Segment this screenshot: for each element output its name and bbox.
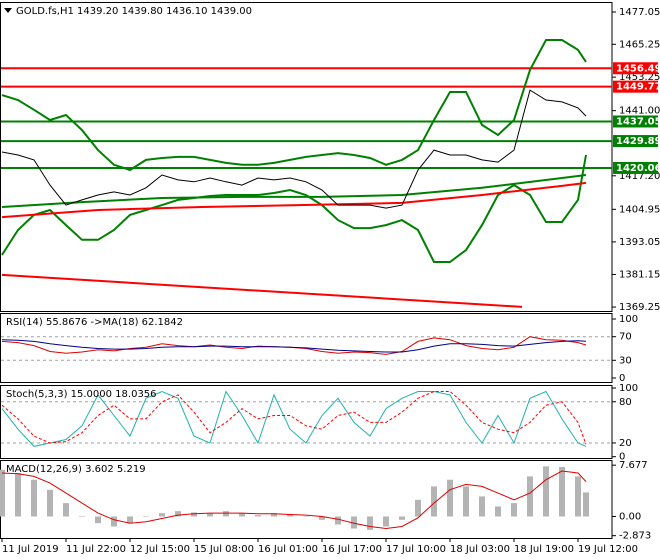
histogram-bar: [191, 512, 197, 517]
series-line: [1, 181, 587, 219]
histogram-bar: [463, 486, 469, 517]
histogram-bar: [335, 516, 341, 525]
histogram-bar: [399, 516, 405, 520]
panel-title: MACD(12,26,9) 3.602 5.219: [6, 464, 146, 475]
x-tick-label: 11 Jul 22:00: [66, 544, 126, 555]
y-tick-label: 20: [619, 438, 632, 449]
y-tick-label: 70: [619, 332, 632, 343]
histogram-bar: [583, 492, 589, 517]
histogram-bar: [303, 516, 309, 517]
histogram-bar: [479, 496, 485, 517]
series-line: [1, 390, 587, 447]
panel-frame: [0, 385, 613, 459]
level-label: 1449.77: [616, 82, 660, 93]
menu-triangle: [4, 8, 12, 13]
histogram-bar: [223, 511, 229, 517]
panel-title: Stoch(5,3,3) 15.0000 18.0356: [6, 389, 157, 400]
y-tick-label: 1417.20: [619, 171, 660, 182]
histogram-bar: [31, 479, 37, 517]
histogram-bar: [511, 503, 517, 517]
series-line: [1, 470, 587, 530]
histogram-bar: [143, 516, 149, 517]
x-tick-label: 16 Jul 17:00: [322, 544, 382, 555]
level-label-box: [613, 115, 658, 128]
histogram-bar: [447, 479, 453, 517]
histogram-bar: [255, 515, 261, 517]
histogram-bar: [15, 473, 21, 517]
series-line: [1, 391, 587, 445]
x-tick-label: 19 Jul 12:00: [578, 544, 638, 555]
y-tick-label: 30: [619, 355, 632, 366]
series-line: [1, 154, 587, 263]
x-tick-label: 17 Jul 10:00: [386, 544, 446, 555]
histogram-bar: [287, 514, 293, 517]
level-label: 1437.05: [616, 116, 660, 127]
level-label-box: [613, 62, 658, 75]
level-label-box: [613, 80, 658, 93]
histogram-bar: [271, 513, 277, 517]
y-tick-label: 7.677: [619, 460, 648, 471]
histogram-bar: [575, 476, 581, 517]
y-tick-label: 1369.25: [619, 302, 660, 313]
histogram-bar: [0, 469, 5, 517]
y-tick-label: 0: [619, 373, 625, 384]
histogram-bar: [95, 516, 101, 524]
histogram-bar: [431, 486, 437, 517]
panel-title: RSI(14) 55.8676 ->MA(18) 62.1842: [6, 317, 183, 328]
y-tick-label: 100: [619, 383, 638, 394]
histogram-bar: [79, 516, 85, 517]
series-line: [1, 273, 523, 308]
level-label: 1429.89: [616, 136, 660, 147]
histogram-bar: [415, 499, 421, 517]
y-tick-label: 1453.25: [619, 72, 660, 83]
histogram-bar: [383, 516, 389, 527]
x-tick-label: 15 Jul 08:00: [194, 544, 254, 555]
histogram-bar: [207, 513, 213, 517]
x-tick-label: 18 Jul 03:00: [450, 544, 510, 555]
y-tick-label: 1381.15: [619, 269, 660, 280]
y-tick-label: 1477.05: [619, 7, 660, 18]
histogram-bar: [495, 506, 501, 517]
series-line: [1, 89, 587, 209]
histogram-bar: [239, 513, 245, 517]
y-tick-label: 1393.05: [619, 237, 660, 248]
histogram-bar: [543, 466, 549, 517]
level-label-box: [613, 161, 658, 174]
y-tick-label: 0.00: [619, 511, 641, 522]
y-tick-label: 80: [619, 397, 632, 408]
y-tick-label: -2.873: [619, 531, 651, 542]
histogram-bar: [319, 516, 325, 520]
histogram-bar: [367, 516, 373, 530]
histogram-bar: [527, 476, 533, 517]
histogram-bar: [111, 516, 117, 527]
panel-frame: [0, 2, 613, 312]
y-tick-label: 1441.00: [619, 106, 660, 117]
y-tick-label: 1404.95: [619, 204, 660, 215]
series-line: [1, 39, 587, 172]
histogram-bar: [47, 489, 53, 517]
y-tick-label: 100: [619, 314, 638, 325]
y-tick-label: 1465.25: [619, 39, 660, 50]
histogram-bar: [351, 516, 357, 529]
x-tick-label: 18 Jul 19:00: [514, 544, 574, 555]
level-label-box: [613, 135, 658, 148]
series-line: [1, 339, 587, 353]
histogram-bar: [559, 467, 565, 517]
x-tick-label: 16 Jul 01:00: [258, 544, 318, 555]
histogram-bar: [63, 503, 69, 517]
series-line: [1, 174, 587, 208]
histogram-bar: [127, 516, 133, 524]
x-tick-label: 11 Jul 2019: [2, 544, 59, 555]
y-tick-label: 0: [619, 452, 625, 463]
x-tick-label: 12 Jul 15:00: [130, 544, 190, 555]
histogram-bar: [159, 513, 165, 517]
histogram-bar: [175, 511, 181, 517]
level-label: 1420.06: [616, 163, 660, 174]
level-label: 1456.49: [616, 63, 660, 74]
panel-title: GOLD.fs,H1 1439.20 1439.80 1436.10 1439.…: [16, 6, 252, 17]
panel-frame: [0, 313, 613, 383]
